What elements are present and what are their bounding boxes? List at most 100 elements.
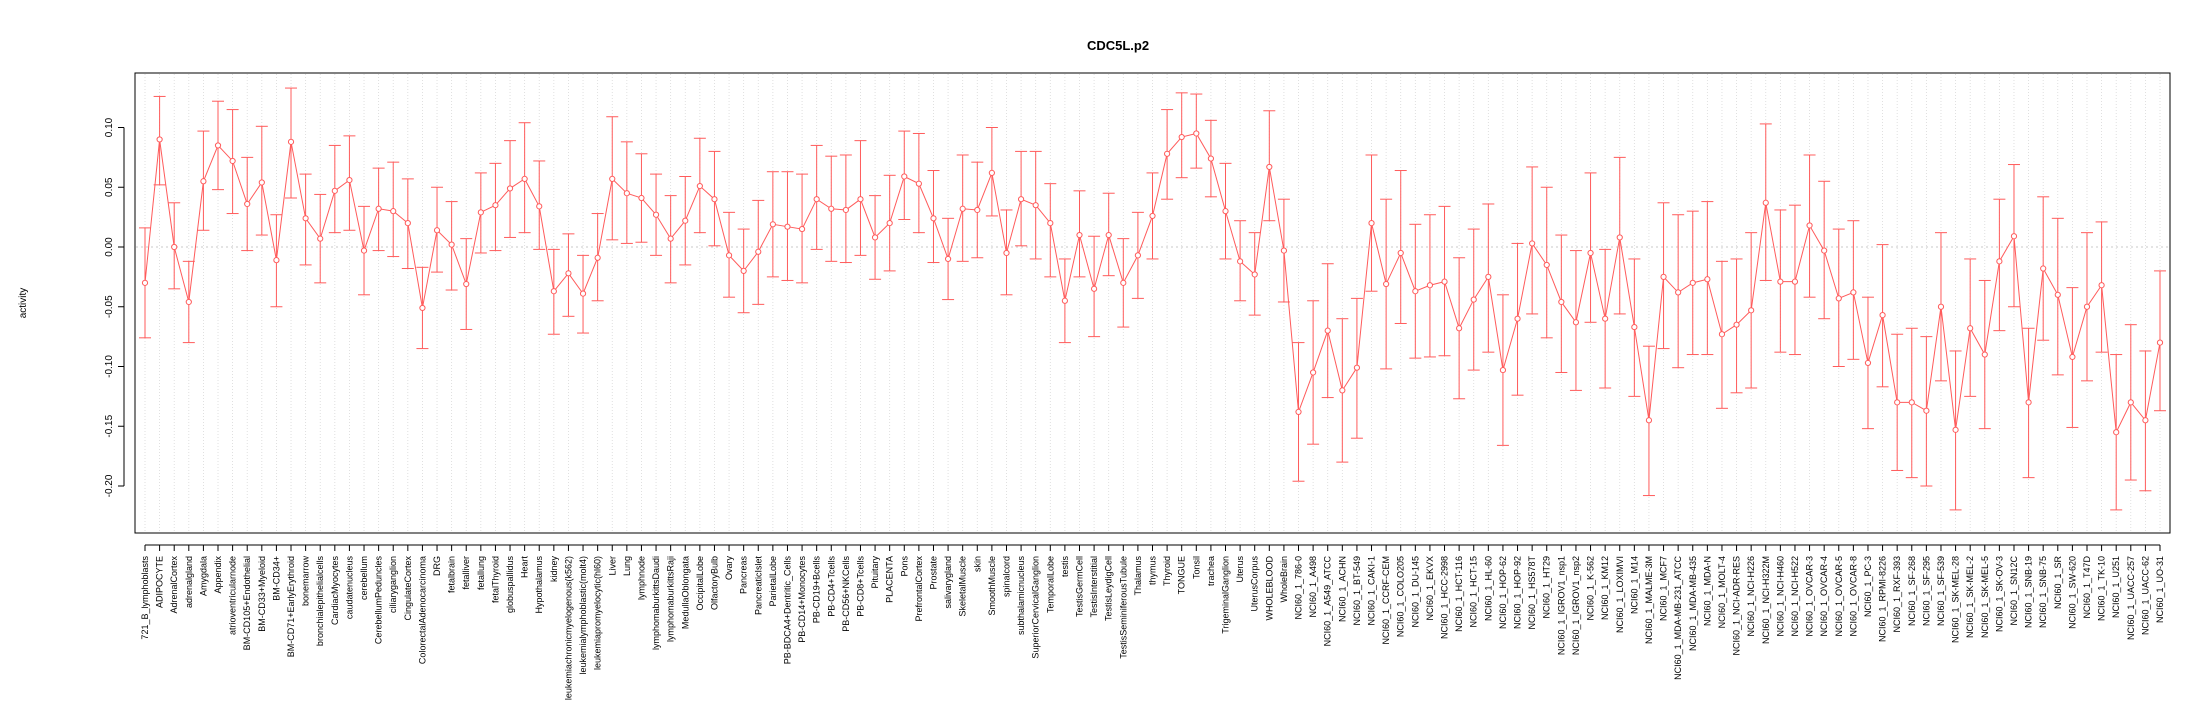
x-tick-label: PB-CD14+Monocytes (797, 556, 807, 643)
data-point (1485, 273, 1492, 280)
data-point (360, 247, 368, 254)
data-point (1324, 327, 1331, 334)
data-point (915, 180, 922, 187)
x-tick-label: CardiacMyocytes (330, 556, 340, 626)
data-point (1193, 130, 1200, 137)
plot-frame (134, 72, 2171, 534)
data-point (1105, 231, 1112, 239)
x-tick-label: fetalbrain (447, 556, 457, 593)
data-point (477, 209, 484, 216)
data-point (214, 142, 222, 149)
x-tick-label: PB-CD56+NKCells (841, 556, 851, 632)
x-tick-label: BM-CD105+Endothelial (242, 556, 252, 650)
x-tick-label: leukemiachronicmyelogenous(k562) (563, 556, 573, 700)
data-point (1806, 222, 1813, 229)
x-tick-label: caudatenucleus (344, 556, 354, 620)
x-tick-label: NCI60_1_PC-3 (1863, 556, 1873, 617)
x-tick-label: NCI60_1_786-0 (1294, 556, 1304, 620)
x-tick-label: BM-CD34+ (271, 556, 281, 601)
data-point (1821, 247, 1828, 254)
data-point (871, 234, 879, 241)
data-point (1164, 150, 1171, 157)
data-point (287, 138, 295, 145)
x-tick-label: NCI60_1_RXF-393 (1892, 556, 1902, 633)
data-point (1397, 249, 1404, 257)
data-point (1981, 351, 1988, 358)
x-tick-label: NCI60_1_M14 (1629, 556, 1639, 614)
data-point (463, 280, 470, 288)
data-point (1178, 133, 1185, 141)
data-point (930, 215, 937, 222)
data-point (755, 248, 762, 255)
data-point (725, 252, 733, 259)
data-point (798, 225, 806, 233)
data-point (1120, 279, 1127, 286)
data-points (141, 130, 2164, 436)
x-tick-label: TemporalLobe (1045, 556, 1055, 613)
x-tick-label: OccipitalLobe (695, 556, 705, 611)
x-tick-label: NCI60_1_BT-549 (1352, 556, 1362, 626)
x-tick-label: NCI60_1_IGROV1_nsp1 (1556, 556, 1566, 655)
x-tick-label: NCI60_1_NCI-H460 (1775, 556, 1785, 637)
x-tick-label: NCI60_1_A549_ATCC (1323, 556, 1333, 647)
data-point (2142, 417, 2149, 424)
x-tick-label: subthalamicnucleus (1016, 556, 1026, 636)
data-point (1090, 285, 1098, 292)
y-tick-label: 0.05 (104, 177, 115, 197)
x-tick-label: Prostate (928, 556, 938, 590)
data-point (1251, 271, 1258, 278)
x-tick-label: NCI60_1_SW-620 (2067, 556, 2077, 629)
data-point (273, 257, 280, 264)
x-tick-label: DRG (432, 556, 442, 576)
x-tick-label: NCI60_1_HL-60 (1483, 556, 1493, 621)
data-point (682, 217, 689, 224)
data-point (433, 227, 441, 234)
data-point (842, 206, 849, 214)
x-tick-label: NCI60_1_OVCAR-8 (1848, 556, 1858, 637)
y-tick-label: 0.00 (104, 237, 115, 257)
data-point (1572, 319, 1580, 326)
x-tick-label: NCI60_1_NCI-ADR-RES (1732, 556, 1742, 656)
data-point (171, 243, 178, 251)
data-point (1791, 278, 1799, 285)
x-tick-label: NCI60_1_MALME-3M (1644, 556, 1654, 644)
data-point (1777, 278, 1784, 285)
x-tick-label: lymphnode (636, 556, 646, 600)
data-point (1923, 407, 1930, 414)
data-point (959, 205, 966, 212)
x-tick-label: ciliaryganglion (388, 556, 398, 613)
gridlines (144, 74, 2161, 532)
x-tick-label: bronchialepithelialcells (315, 556, 325, 647)
x-tick-label: NCI60_1_ACHN (1337, 556, 1347, 622)
data-point (813, 196, 820, 203)
x-tick-label: NCI60_1_DU-145 (1410, 556, 1420, 628)
data-point (594, 254, 601, 261)
x-tick-label: NCI60_1_U251 (2111, 556, 2121, 618)
x-tick-label: testis (1060, 556, 1070, 578)
x-tick-label: NCI60_1_SK-MEL-28 (1951, 556, 1961, 643)
data-point (652, 211, 660, 218)
x-tick-label: Tonsil (1191, 556, 1201, 579)
data-point (711, 196, 718, 203)
x-tick-label: PB-CD8+Tcells (855, 556, 865, 617)
data-point (375, 205, 382, 212)
data-point (346, 176, 353, 184)
x-tick-label: NCI60_1_CCRF-CEM (1381, 556, 1391, 645)
chart-title: CDC5L.p2 (1087, 38, 1149, 53)
x-tick-label: NCI60_1_EKVX (1425, 556, 1435, 621)
x-tick-label: BM-CD71+EarlyErythroid (286, 556, 296, 657)
data-point (1587, 249, 1594, 257)
data-point (1149, 212, 1156, 220)
x-tick-label: leukemiapromyelocytic(hl60) (593, 556, 603, 670)
data-point (1280, 247, 1288, 254)
data-point (550, 288, 557, 295)
x-tick-label: leukemialymphoblastic(molt4) (578, 556, 588, 675)
x-tick-label: skin (972, 556, 982, 572)
data-point (1675, 289, 1682, 296)
data-point (1850, 289, 1857, 296)
data-point (1353, 364, 1361, 371)
x-tick-label: SmoothMuscle (987, 556, 997, 616)
data-point (1003, 249, 1010, 257)
x-tick-label: NCI60_1_K-562 (1586, 556, 1596, 621)
